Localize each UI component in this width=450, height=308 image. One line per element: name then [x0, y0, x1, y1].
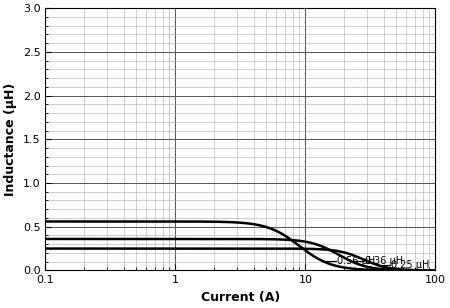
Text: 0.36 μH: 0.36 μH — [364, 256, 403, 266]
Y-axis label: Inductance (μH): Inductance (μH) — [4, 83, 17, 196]
X-axis label: Current (A): Current (A) — [201, 291, 280, 304]
Text: 0.25 μH: 0.25 μH — [391, 260, 429, 270]
Text: 0.56 μH: 0.56 μH — [337, 256, 375, 266]
